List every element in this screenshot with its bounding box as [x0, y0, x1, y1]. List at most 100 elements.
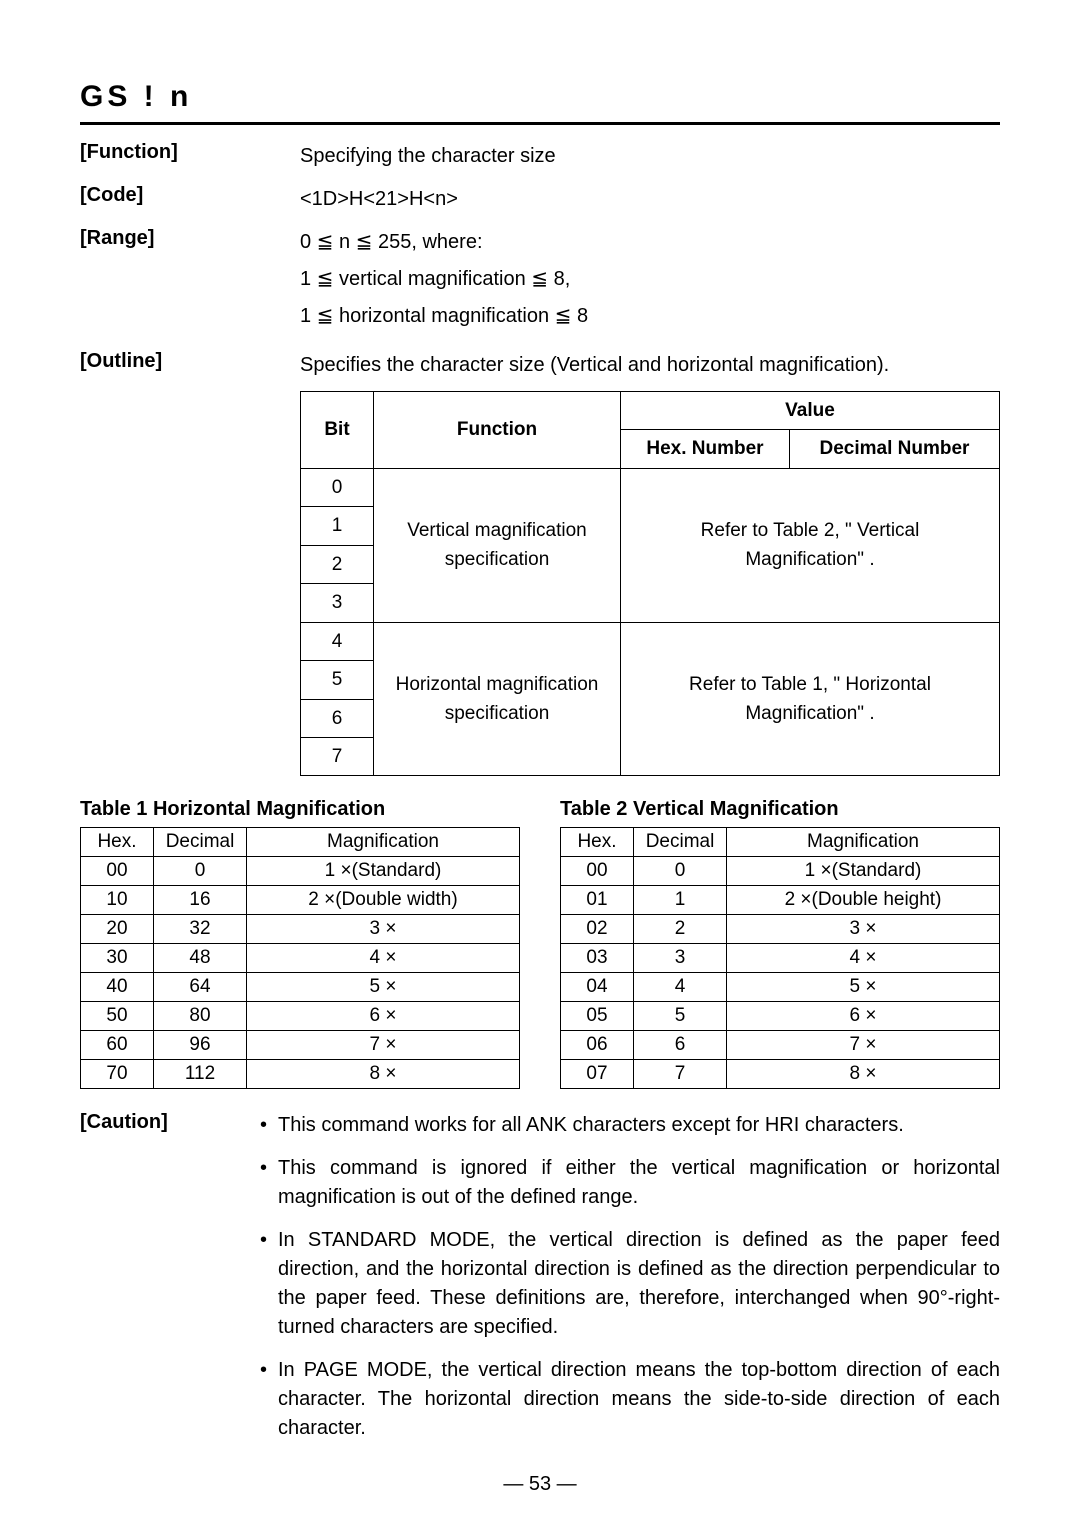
- bit-cell: 7: [301, 737, 374, 775]
- row-outline: [Outline] Specifies the character size (…: [80, 350, 1000, 776]
- cell: 4: [634, 973, 727, 1002]
- cell: 3 ×: [247, 915, 520, 944]
- table-row: 40645 ×: [81, 973, 520, 1002]
- table1-title: Table 1 Horizontal Magnification: [80, 798, 520, 821]
- cell: 8 ×: [727, 1060, 1000, 1089]
- cell: 20: [81, 915, 154, 944]
- caution-item: In STANDARD MODE, the vertical direction…: [260, 1226, 1000, 1342]
- caution-list: This command works for all ANK character…: [260, 1111, 1000, 1457]
- cell: 3: [634, 944, 727, 973]
- cell: 6 ×: [727, 1002, 1000, 1031]
- bit-cell: 3: [301, 584, 374, 622]
- value-range: 0 ≦ n ≦ 255, where: 1 ≦ vertical magnific…: [300, 227, 1000, 338]
- table-header-row: Hex.DecimalMagnification: [81, 828, 520, 857]
- cell: 7: [634, 1060, 727, 1089]
- cell: 3 ×: [727, 915, 1000, 944]
- table-row: 0Vertical magnificationspecificationRefe…: [301, 468, 1000, 506]
- table2: Hex.DecimalMagnification 0001 ×(Standard…: [560, 827, 1000, 1089]
- caution-item: This command is ignored if either the ve…: [260, 1154, 1000, 1212]
- cell: 80: [154, 1002, 247, 1031]
- document-page: GS ! n [Function] Specifying the charact…: [0, 0, 1080, 1536]
- cell: 1 ×(Standard): [727, 857, 1000, 886]
- cell: 30: [81, 944, 154, 973]
- table-row: 0001 ×(Standard): [81, 857, 520, 886]
- cell: 1 ×(Standard): [247, 857, 520, 886]
- value-cell: Refer to Table 2, " VerticalMagnificatio…: [621, 468, 1000, 622]
- range-line: 1 ≦ horizontal magnification ≦ 8: [300, 301, 1000, 332]
- cell: 4 ×: [727, 944, 1000, 973]
- range-line: 0 ≦ n ≦ 255, where:: [300, 227, 1000, 258]
- col-header: Hex.: [81, 828, 154, 857]
- cell: 00: [561, 857, 634, 886]
- col-header: Magnification: [247, 828, 520, 857]
- cell: 00: [81, 857, 154, 886]
- table2-title: Table 2 Vertical Magnification: [560, 798, 1000, 821]
- cell: 7 ×: [247, 1031, 520, 1060]
- cell: 40: [81, 973, 154, 1002]
- table1-block: Table 1 Horizontal Magnification Hex.Dec…: [80, 798, 520, 1089]
- caution-item: This command works for all ANK character…: [260, 1111, 1000, 1140]
- bit-function-table: Bit Function Value Hex. Number Decimal N…: [300, 391, 1000, 776]
- table-row: 10162 ×(Double width): [81, 886, 520, 915]
- cell: 5 ×: [247, 973, 520, 1002]
- bit-cell: 6: [301, 699, 374, 737]
- label-caution: [Caution]: [80, 1111, 260, 1457]
- cell: 32: [154, 915, 247, 944]
- col-header: Hex.: [561, 828, 634, 857]
- table-row: 60967 ×: [81, 1031, 520, 1060]
- table-row: 0001 ×(Standard): [561, 857, 1000, 886]
- table-row: 0334 ×: [561, 944, 1000, 973]
- col-header: Decimal: [154, 828, 247, 857]
- cell: 2 ×(Double height): [727, 886, 1000, 915]
- table-row: 0778 ×: [561, 1060, 1000, 1089]
- table-row: 4Horizontal magnificationspecificationRe…: [301, 622, 1000, 660]
- cell: 112: [154, 1060, 247, 1089]
- bit-cell: 4: [301, 622, 374, 660]
- cell: 04: [561, 973, 634, 1002]
- caution-item: In PAGE MODE, the vertical direction mea…: [260, 1356, 1000, 1443]
- cell: 6 ×: [247, 1002, 520, 1031]
- row-range: [Range] 0 ≦ n ≦ 255, where: 1 ≦ vertical …: [80, 227, 1000, 338]
- col-header: Decimal: [634, 828, 727, 857]
- cell: 2 ×(Double width): [247, 886, 520, 915]
- table-row: 20323 ×: [81, 915, 520, 944]
- table-header-row: Bit Function Value: [301, 392, 1000, 430]
- cell: 48: [154, 944, 247, 973]
- page-number: — 53 —: [80, 1473, 1000, 1496]
- table1: Hex.DecimalMagnification 0001 ×(Standard…: [80, 827, 520, 1089]
- th-bit: Bit: [301, 392, 374, 469]
- cell: 6: [634, 1031, 727, 1060]
- value-cell: Refer to Table 1, " HorizontalMagnificat…: [621, 622, 1000, 776]
- th-value: Value: [621, 392, 1000, 430]
- range-line: 1 ≦ vertical magnification ≦ 8,: [300, 264, 1000, 295]
- cell: 7 ×: [727, 1031, 1000, 1060]
- bit-cell: 0: [301, 468, 374, 506]
- cell: 50: [81, 1002, 154, 1031]
- cell: 06: [561, 1031, 634, 1060]
- cell: 60: [81, 1031, 154, 1060]
- outline-text: Specifies the character size (Vertical a…: [300, 350, 1000, 381]
- cell: 03: [561, 944, 634, 973]
- cell: 70: [81, 1060, 154, 1089]
- caution-section: [Caution] This command works for all ANK…: [80, 1111, 1000, 1457]
- bit-cell: 1: [301, 507, 374, 545]
- bit-cell: 2: [301, 545, 374, 583]
- table-row: 0223 ×: [561, 915, 1000, 944]
- function-cell: Horizontal magnificationspecification: [374, 622, 621, 776]
- th-hex: Hex. Number: [621, 430, 790, 468]
- cell: 01: [561, 886, 634, 915]
- cell: 8 ×: [247, 1060, 520, 1089]
- cell: 96: [154, 1031, 247, 1060]
- table-row: 0556 ×: [561, 1002, 1000, 1031]
- cell: 4 ×: [247, 944, 520, 973]
- label-range: [Range]: [80, 227, 300, 338]
- magnification-tables: Table 1 Horizontal Magnification Hex.Dec…: [80, 798, 1000, 1089]
- th-function: Function: [374, 392, 621, 469]
- row-function: [Function] Specifying the character size: [80, 141, 1000, 172]
- cell: 2: [634, 915, 727, 944]
- table2-block: Table 2 Vertical Magnification Hex.Decim…: [560, 798, 1000, 1089]
- row-code: [Code] <1D>H<21>H<n>: [80, 184, 1000, 215]
- table-row: 0112 ×(Double height): [561, 886, 1000, 915]
- cell: 10: [81, 886, 154, 915]
- bit-cell: 5: [301, 661, 374, 699]
